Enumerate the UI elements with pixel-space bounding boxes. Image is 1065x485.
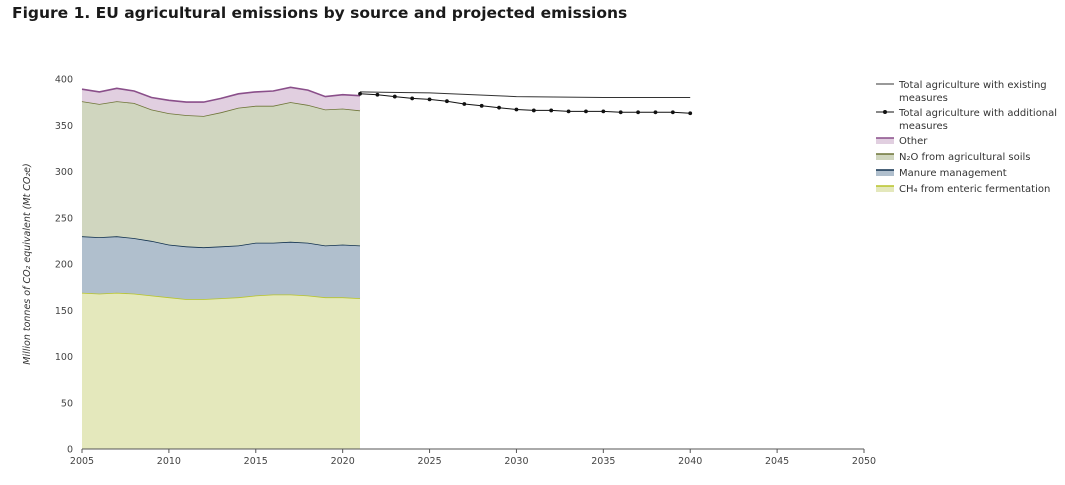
y-tick-label: 400 (55, 75, 73, 86)
y-axis-label: Million tonnes of CO₂ equivalent (Mt CO₂… (22, 163, 33, 364)
projection-line-1 (359, 93, 691, 114)
projection-point (375, 92, 380, 97)
legend-item-4: Manure management (876, 168, 1007, 179)
area-series-2 (82, 101, 360, 248)
area-series-3 (82, 87, 360, 116)
projection-point (479, 103, 484, 108)
x-tick-label: 2045 (765, 456, 789, 467)
projection-point (549, 108, 554, 113)
projection-point (462, 102, 467, 106)
x-tick-label: 2025 (417, 456, 441, 467)
legend-label: measures (899, 121, 948, 132)
chart-title: Figure 1. EU agricultural emissions by s… (12, 4, 628, 22)
legend-label: Total agriculture with additional (898, 108, 1057, 119)
y-tick-label: 200 (55, 260, 73, 271)
projection-point (392, 94, 397, 99)
projection-point (531, 108, 536, 113)
legend-label: CH₄ from enteric fermentation (899, 184, 1050, 195)
projection-point (601, 109, 606, 114)
legend-label: Manure management (899, 168, 1007, 179)
y-tick-label: 100 (55, 352, 73, 363)
axes: 2005 2010 2015 2020 2025 2030 2035 2040 2045 2050… (55, 75, 876, 468)
legend-label: N₂O from agricultural soils (899, 152, 1031, 163)
legend-item-3: N₂O from agricultural soils (876, 152, 1031, 163)
x-tick-label: 2040 (678, 456, 702, 467)
legend-swatch-marker (883, 110, 887, 114)
projection-point (514, 107, 519, 112)
legend-item-0: Total agriculture with existing measures (876, 80, 1047, 104)
area-series-0 (82, 292, 360, 449)
y-tick-label: 350 (55, 121, 73, 132)
legend-label: measures (899, 93, 948, 104)
legend-item-2: Other (876, 136, 928, 147)
legend: Total agriculture with existingmeasuresT… (876, 80, 1057, 195)
projection-point (497, 105, 501, 110)
projection-point (566, 109, 571, 114)
x-tick-label: 2050 (852, 456, 876, 467)
legend-swatch-area (876, 186, 894, 192)
legend-item-5: CH₄ from enteric fermentation (876, 184, 1050, 195)
legend-label: Other (899, 136, 928, 147)
projection-point (358, 91, 362, 96)
area-series-3-edge (81, 86, 361, 103)
projection-point (427, 97, 432, 102)
projection-line-0 (359, 91, 691, 98)
projection-point (618, 110, 623, 115)
x-tick-label: 2015 (244, 456, 268, 467)
projection-point (584, 109, 588, 114)
legend-swatch-area (876, 154, 894, 160)
y-tick-label: 0 (67, 445, 73, 456)
legend-swatch-area (876, 138, 894, 144)
x-tick-label: 2020 (331, 456, 355, 467)
y-tick-label: 250 (55, 213, 73, 224)
projection-point (688, 111, 693, 116)
stacked-areas (81, 86, 361, 449)
area-series-1 (82, 236, 360, 300)
legend-label: Total agriculture with existing (898, 80, 1047, 91)
projection-point (445, 99, 449, 104)
projection-point (653, 110, 658, 115)
projection-point (636, 110, 640, 115)
y-tick-label: 150 (55, 306, 73, 317)
legend-swatch-area (876, 170, 894, 176)
y-tick-label: 50 (61, 398, 73, 409)
legend-item-1: Total agriculture with additional measure… (876, 108, 1057, 132)
x-tick-label: 2010 (157, 456, 181, 467)
x-tick-label: 2030 (504, 456, 528, 467)
projection-point (670, 110, 675, 115)
x-tick-label: 2005 (70, 456, 94, 467)
projection-point (410, 96, 415, 101)
projection-lines (358, 91, 693, 116)
x-tick-label: 2035 (591, 456, 615, 467)
y-tick-label: 300 (55, 167, 73, 178)
